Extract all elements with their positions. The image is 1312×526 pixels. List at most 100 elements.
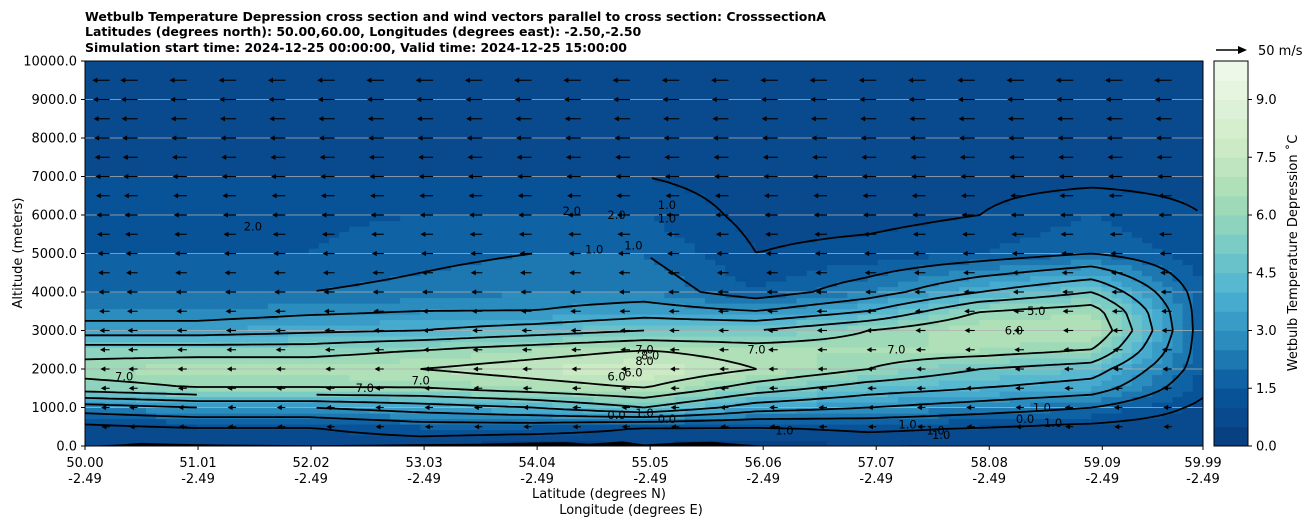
- depression-cell: [786, 132, 798, 139]
- depression-cell: [572, 160, 584, 167]
- depression-cell: [145, 253, 157, 260]
- depression-cell: [654, 154, 665, 161]
- depression-cell: [237, 132, 249, 139]
- depression-cell: [430, 165, 442, 172]
- depression-cell: [522, 160, 533, 167]
- depression-cell: [674, 352, 686, 359]
- depression-cell: [765, 61, 777, 68]
- depression-cell: [796, 176, 808, 183]
- depression-cell: [674, 209, 686, 216]
- depression-cell: [85, 308, 96, 315]
- depression-cell: [105, 396, 117, 403]
- depression-cell: [440, 341, 452, 348]
- depression-cell: [623, 259, 635, 266]
- depression-cell: [247, 154, 259, 161]
- depression-cell: [623, 363, 635, 370]
- depression-cell: [176, 281, 188, 288]
- depression-cell: [135, 242, 147, 249]
- depression-cell: [339, 396, 350, 403]
- depression-cell: [593, 127, 604, 134]
- depression-cell: [359, 336, 371, 343]
- depression-cell: [176, 242, 188, 249]
- depression-cell: [379, 88, 391, 95]
- depression-cell: [562, 138, 574, 145]
- depression-cell: [776, 116, 787, 123]
- depression-cell: [257, 149, 269, 156]
- depression-cell: [511, 237, 523, 244]
- depression-cell: [542, 363, 554, 370]
- depression-cell: [481, 308, 493, 315]
- depression-cell: [379, 270, 391, 277]
- depression-cell: [674, 110, 686, 117]
- depression-cell: [105, 171, 117, 178]
- depression-cell: [95, 352, 106, 359]
- depression-cell: [359, 204, 371, 211]
- depression-cell: [278, 402, 289, 409]
- depression-cell: [247, 391, 259, 398]
- depression-cell: [85, 143, 96, 150]
- depression-cell: [105, 407, 117, 414]
- depression-cell: [349, 297, 361, 304]
- depression-cell: [552, 270, 564, 277]
- depression-cell: [633, 275, 645, 282]
- depression-cell: [267, 248, 279, 255]
- depression-cell: [145, 154, 157, 161]
- depression-cell: [735, 286, 747, 293]
- depression-cell: [603, 275, 615, 282]
- depression-cell: [552, 264, 564, 271]
- depression-cell: [654, 424, 665, 431]
- depression-cell: [298, 138, 310, 145]
- depression-cell: [776, 380, 787, 387]
- depression-cell: [532, 143, 543, 150]
- depression-cell: [237, 402, 249, 409]
- depression-cell: [217, 407, 228, 414]
- depression-cell: [410, 385, 421, 392]
- depression-cell: [450, 88, 462, 95]
- depression-cell: [532, 330, 543, 337]
- depression-cell: [644, 424, 655, 431]
- depression-cell: [796, 231, 808, 238]
- depression-cell: [511, 402, 523, 409]
- depression-cell: [318, 292, 330, 299]
- depression-cell: [237, 429, 249, 436]
- depression-cell: [95, 83, 106, 90]
- depression-cell: [735, 314, 747, 321]
- depression-cell: [379, 352, 391, 359]
- depression-cell: [481, 303, 493, 310]
- depression-cell: [237, 116, 249, 123]
- depression-cell: [105, 204, 117, 211]
- depression-cell: [328, 165, 340, 172]
- depression-cell: [105, 385, 117, 392]
- depression-cell: [552, 165, 564, 172]
- depression-cell: [684, 165, 696, 172]
- depression-cell: [196, 374, 208, 381]
- depression-cell: [196, 220, 208, 227]
- depression-cell: [471, 396, 482, 403]
- depression-cell: [85, 303, 96, 310]
- depression-cell: [684, 215, 696, 222]
- depression-cell: [522, 143, 533, 150]
- depression-cell: [166, 237, 178, 244]
- depression-cell: [85, 391, 96, 398]
- depression-cell: [542, 154, 554, 161]
- depression-cell: [359, 61, 371, 68]
- depression-cell: [481, 132, 493, 139]
- depression-cell: [491, 374, 503, 381]
- depression-cell: [593, 391, 604, 398]
- depression-cell: [562, 209, 574, 216]
- depression-cell: [328, 242, 340, 249]
- depression-cell: [684, 374, 696, 381]
- depression-cell: [694, 270, 706, 277]
- depression-cell: [227, 165, 239, 172]
- depression-cell: [85, 121, 96, 128]
- depression-cell: [298, 231, 310, 238]
- depression-cell: [745, 198, 757, 205]
- depression-cell: [613, 308, 625, 315]
- depression-cell: [359, 193, 371, 200]
- depression-cell: [115, 182, 127, 189]
- depression-cell: [206, 116, 218, 123]
- depression-cell: [339, 259, 350, 266]
- depression-cell: [267, 380, 279, 387]
- depression-cell: [613, 341, 625, 348]
- depression-cell: [298, 127, 310, 134]
